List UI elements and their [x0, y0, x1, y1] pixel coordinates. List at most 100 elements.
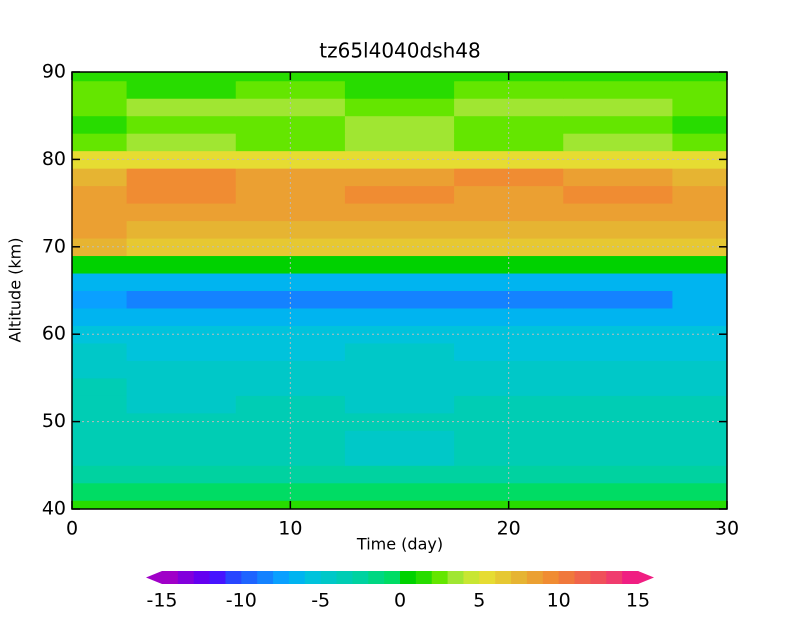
colorbar-box: [352, 571, 369, 584]
x-tick-label: 20: [497, 518, 521, 540]
heat-cell: [235, 290, 346, 309]
heat-cell: [72, 80, 128, 99]
x-axis-label: Time (day): [356, 535, 443, 554]
heat-cell: [672, 412, 727, 431]
heat-cell: [344, 482, 455, 501]
heat-cell: [563, 273, 673, 291]
colorbar-box: [257, 571, 274, 584]
heat-cell: [672, 80, 727, 99]
colorbar-box: [558, 571, 576, 584]
heat-cell: [344, 465, 455, 484]
colorbar-box: [511, 571, 528, 584]
heat-cell: [72, 115, 128, 134]
heat-cell: [72, 342, 128, 361]
y-tick-label: 40: [42, 498, 66, 520]
heat-cell: [235, 185, 346, 204]
colorbar-box: [336, 571, 353, 584]
colorbar-box: [177, 571, 195, 584]
heat-cell: [72, 220, 128, 239]
heat-cell: [344, 273, 455, 291]
heat-cell: [235, 325, 346, 344]
heat-cell: [454, 290, 564, 309]
heat-cell: [672, 150, 727, 169]
heat-cell: [126, 447, 237, 466]
heat-cell: [563, 185, 673, 204]
colorbar-box: [495, 571, 512, 584]
heat-cell: [672, 377, 727, 396]
heat-cell: [126, 290, 237, 309]
heat-cell: [344, 447, 455, 466]
heat-cell: [672, 238, 727, 257]
heat-cell: [672, 220, 727, 239]
colorbar-box: [225, 571, 242, 584]
heat-cell: [126, 482, 237, 501]
heat-cell: [235, 412, 346, 431]
heat-cell: [72, 273, 128, 291]
heat-cell: [235, 80, 346, 99]
heat-cell: [454, 395, 564, 414]
colorbar-tick-label: 5: [473, 590, 485, 612]
heat-cell: [563, 395, 673, 414]
chart-title: tz65l4040dsh48: [319, 39, 480, 63]
heat-cell: [126, 255, 237, 274]
heat-cell: [563, 133, 673, 152]
heat-cell: [126, 273, 237, 291]
colorbar-tick-label: 10: [547, 590, 571, 612]
heat-cell: [344, 430, 455, 449]
heat-cell: [344, 133, 455, 152]
heat-cell: [72, 377, 128, 396]
colorbar-box: [384, 571, 401, 584]
heat-cell: [454, 377, 564, 396]
heat-cell: [344, 395, 455, 414]
heat-cell: [235, 447, 346, 466]
heat-cell: [672, 203, 727, 222]
heat-cell: [72, 185, 128, 204]
colorbar-tick-label: 15: [626, 590, 650, 612]
heat-cell: [72, 290, 128, 309]
heat-cell: [126, 185, 237, 204]
heat-cell: [563, 290, 673, 309]
heat-cell: [126, 307, 237, 326]
heat-cell: [126, 203, 237, 222]
colorbar-box: [463, 571, 480, 584]
y-tick-label: 90: [42, 61, 66, 83]
heat-cell: [672, 465, 727, 484]
heat-cell: [344, 115, 455, 134]
heat-cell: [344, 203, 455, 222]
heat-cell: [454, 447, 564, 466]
heat-cell: [563, 500, 673, 509]
colorbar-box: [431, 571, 449, 584]
heat-cell: [563, 307, 673, 326]
heat-cell: [72, 482, 128, 501]
heat-cell: [72, 430, 128, 449]
x-tick-label: 30: [715, 518, 739, 540]
colorbar-box: [574, 571, 591, 584]
heat-cell: [344, 307, 455, 326]
heat-cell: [126, 150, 237, 169]
colorbar-box: [241, 571, 258, 584]
heat-cell: [563, 98, 673, 117]
heat-cell: [344, 325, 455, 344]
colorbar-box: [320, 571, 338, 584]
heat-cell: [72, 255, 128, 274]
heat-cell: [672, 115, 727, 134]
heat-cell: [235, 430, 346, 449]
heat-cell: [344, 168, 455, 187]
colorbar-tick-label: -5: [311, 590, 330, 612]
heat-cell: [454, 430, 564, 449]
heat-cell: [454, 220, 564, 239]
heat-cell: [672, 360, 727, 379]
heat-cell: [235, 377, 346, 396]
y-tick-label: 60: [42, 323, 66, 345]
heat-cell: [672, 395, 727, 414]
heat-cell: [235, 220, 346, 239]
heat-cell: [344, 360, 455, 379]
y-tick-label: 70: [42, 235, 66, 257]
heat-cell: [563, 220, 673, 239]
heat-cell: [672, 133, 727, 152]
y-tick-label: 80: [42, 148, 66, 170]
colorbar-box: [209, 571, 226, 584]
heat-cell: [563, 482, 673, 501]
heat-cell: [72, 133, 128, 152]
